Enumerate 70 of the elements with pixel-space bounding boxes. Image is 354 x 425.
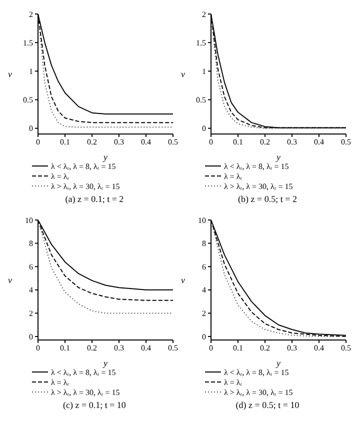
x-tick-label: 0.5 <box>168 138 178 147</box>
y-axis-title: v <box>181 69 185 80</box>
x-tick-label: 0.5 <box>341 138 351 147</box>
x-axis-title: y <box>102 152 108 162</box>
x-tick-label: 0.4 <box>141 138 151 147</box>
x-tick-label: 0.3 <box>287 138 297 147</box>
y-tick-label: 4 <box>202 286 206 295</box>
y-tick-label: 0 <box>202 332 206 342</box>
text: (b) z = 0.5; t = 2 <box>237 194 298 204</box>
legend-label: λ = λᵣ <box>224 378 242 387</box>
x-axis-title: y <box>276 152 280 162</box>
legend-label: λ > λᵣ, λ = 30, λᵣ = 15 <box>224 388 293 397</box>
text: (d) z = 0.5; t = 10 <box>234 400 300 410</box>
x-tick-label: 0.5 <box>168 344 178 353</box>
y-tick-label: 1.5 <box>196 38 206 48</box>
y-tick-label: 1 <box>202 66 206 76</box>
y-tick-label: 6 <box>29 262 33 272</box>
y-tick-label: 2 <box>29 309 33 318</box>
x-tick-label: 0.2 <box>260 344 270 353</box>
text: (c) z = 0.1; t = 10 <box>62 400 127 410</box>
x-axis-title: y <box>102 358 108 368</box>
x-tick-label: 0.4 <box>314 344 324 353</box>
y-tick-label: 0 <box>29 332 33 342</box>
x-tick-label: 0.5 <box>341 344 351 353</box>
y-tick-label: 0.5 <box>23 96 33 105</box>
legend-label: λ > λᵣ, λ = 30, λᵣ = 15 <box>224 182 293 191</box>
y-tick-label: 1 <box>29 66 33 76</box>
y-tick-label: 2 <box>202 10 206 19</box>
x-tick-label: 0.2 <box>87 344 97 353</box>
legend-label: λ < λᵣ, λ = 8, λᵣ = 15 <box>224 162 289 171</box>
y-axis-title: v <box>181 275 185 286</box>
y-tick-label: 4 <box>29 286 33 295</box>
y-tick-label: 1.5 <box>23 38 33 48</box>
text: (a) z = 0.1; t = 2 <box>64 194 125 204</box>
legend-label: λ = λᵣ <box>51 378 70 387</box>
y-tick-label: 6 <box>202 262 206 272</box>
y-tick-label: 10 <box>198 216 206 225</box>
x-tick-label: 0.2 <box>260 138 270 147</box>
legend-label: λ > λᵣ, λ = 30, λᵣ = 15 <box>51 182 120 191</box>
x-tick-label: 0.1 <box>60 344 70 353</box>
x-tick-label: 0.4 <box>141 344 151 353</box>
x-tick-label: 0.3 <box>114 138 124 147</box>
x-tick-label: 0 <box>36 344 40 353</box>
legend-label: λ = λᵣ <box>51 172 70 181</box>
y-tick-label: 0 <box>29 124 33 134</box>
legend-label: λ < λᵣ, λ = 8, λᵣ = 15 <box>224 368 289 377</box>
y-tick-label: 0 <box>202 124 206 134</box>
y-tick-label: 2 <box>202 309 206 318</box>
x-tick-label: 0.4 <box>314 138 324 147</box>
legend-label: λ < λᵣ, λ = 8, λᵣ = 15 <box>51 162 116 171</box>
x-tick-label: 0.1 <box>60 138 70 147</box>
y-tick-label: 2 <box>29 10 33 19</box>
x-tick-label: 0.3 <box>287 344 297 353</box>
x-tick-label: 0 <box>36 138 40 147</box>
y-axis-title: v <box>8 69 12 80</box>
x-tick-label: 0 <box>209 344 213 353</box>
legend-label: λ > λᵣ, λ = 30, λᵣ = 15 <box>51 388 120 397</box>
legend-label: λ = λᵣ <box>224 172 242 181</box>
x-tick-label: 0 <box>209 138 213 147</box>
y-tick-label: 8 <box>202 239 206 248</box>
x-axis-title: y <box>276 358 280 368</box>
x-tick-label: 0.1 <box>233 138 243 147</box>
y-tick-label: 0.5 <box>196 96 206 105</box>
legend-label: λ < λᵣ, λ = 8, λᵣ = 15 <box>51 368 116 377</box>
x-tick-label: 0.2 <box>87 138 97 147</box>
x-tick-label: 0.1 <box>233 344 243 353</box>
y-axis-title: v <box>8 275 12 286</box>
x-tick-label: 0.3 <box>114 344 124 353</box>
y-tick-label: 8 <box>29 239 33 248</box>
y-tick-label: 10 <box>25 216 33 225</box>
